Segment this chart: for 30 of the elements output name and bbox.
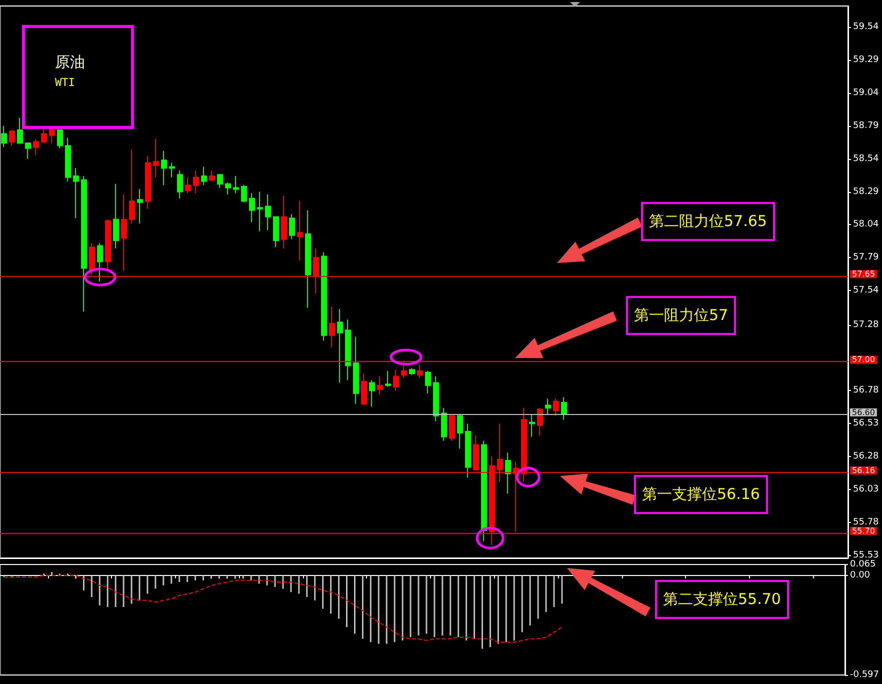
- y-tick-label: 58.54: [853, 154, 880, 164]
- y-tick-label: 0.00: [850, 570, 870, 580]
- y-tick-label: 59.54: [853, 22, 880, 32]
- annotation: 第一支撑位56.16: [634, 475, 768, 514]
- y-tick-label: 55.53: [853, 550, 879, 560]
- y-tick-label: 56.28: [853, 452, 880, 462]
- y-tick-label: 59.29: [853, 55, 880, 66]
- y-tick-label: 58.04: [853, 220, 880, 230]
- ref-line-label: 56.16: [852, 466, 875, 475]
- annotation: 第二支撑位55.70: [655, 580, 789, 619]
- ref-line-label: 57.00: [852, 355, 875, 364]
- y-tick-label: 58.79: [853, 120, 880, 131]
- y-tick-label: 59.04: [853, 88, 880, 98]
- y-tick-label: 57.54: [853, 286, 880, 296]
- y-tick-label: 56.53: [853, 418, 879, 429]
- ref-line-label: 57.65: [852, 270, 875, 279]
- annotation: WTI: [55, 76, 75, 89]
- y-tick-label: 56.78: [853, 386, 880, 396]
- y-tick-label: 57.28: [853, 320, 880, 330]
- y-tick-label: 0.065: [850, 560, 876, 570]
- y-tick-label: 57.79: [853, 252, 880, 263]
- y-tick-label: -0.597: [850, 670, 880, 680]
- y-tick-label: 58.29: [853, 186, 880, 197]
- annotation: 第二阻力位57.65: [641, 202, 775, 241]
- y-tick-label: 56.03: [853, 484, 879, 494]
- annotation: 原油: [55, 53, 85, 72]
- annotation: 第一阻力位57: [626, 296, 736, 335]
- ref-line-label: 55.70: [852, 526, 875, 536]
- y-tick-label: 55.78: [853, 517, 880, 528]
- ref-line-label: 56.60: [852, 408, 875, 417]
